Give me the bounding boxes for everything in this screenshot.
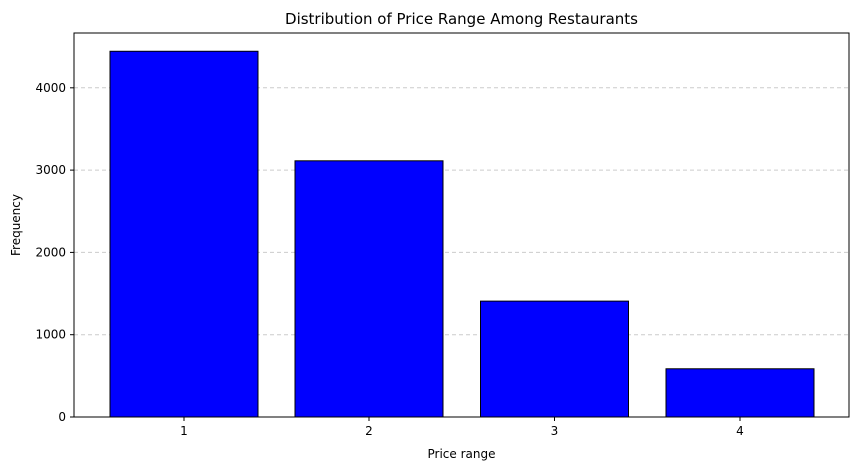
x-tick-label: 1	[180, 424, 188, 438]
x-axis-ticks: 1 2 3 4	[180, 417, 744, 438]
y-tick-label: 0	[58, 410, 66, 424]
bars	[109, 50, 815, 418]
x-tick-label: 2	[365, 424, 373, 438]
y-tick-label: 2000	[35, 245, 66, 259]
x-tick-label: 3	[551, 424, 559, 438]
y-axis-label: Frequency	[9, 194, 23, 256]
bar-3	[480, 300, 629, 418]
bar-4	[665, 368, 815, 418]
y-axis-ticks: 0 1000 2000 3000 4000	[35, 81, 74, 424]
plot-frame	[73, 32, 850, 418]
chart-title: Distribution of Price Range Among Restau…	[285, 10, 638, 28]
y-tick-label: 3000	[35, 163, 66, 177]
bar-1	[109, 50, 259, 418]
bar-2	[294, 160, 444, 418]
y-tick-label: 4000	[35, 81, 66, 95]
x-axis-label: Price range	[428, 447, 496, 461]
x-tick-label: 4	[736, 424, 744, 438]
y-tick-label: 1000	[35, 328, 66, 342]
